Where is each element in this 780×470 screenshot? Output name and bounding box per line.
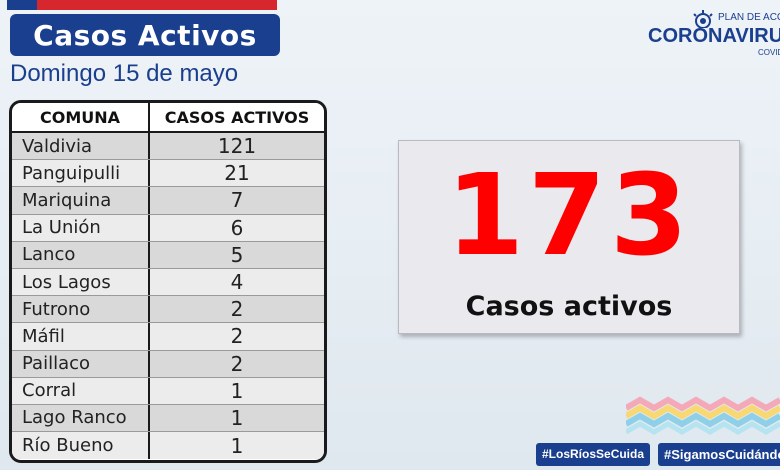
table-row: Valdivia 121 <box>12 133 324 161</box>
casos-cell: 7 <box>230 188 244 213</box>
hashtag-sigamos: #SigamosCuidándonos <box>658 443 780 466</box>
header-comuna: COMUNA <box>12 103 150 131</box>
date-subtitle: Domingo 15 de mayo <box>10 60 239 87</box>
comuna-cell: Corral <box>12 377 150 404</box>
casos-cell: 4 <box>230 270 244 295</box>
flag-stripe-blue <box>7 0 37 10</box>
table-row: Máfil 2 <box>12 323 324 351</box>
coronavirus-plan-logo: PLAN DE ACCIÓN CORONAVIRUS COVID <box>640 8 780 58</box>
casos-cell: 21 <box>224 161 250 186</box>
comuna-cell: Paillaco <box>12 350 150 377</box>
comuna-cell: Panguipulli <box>12 160 150 187</box>
casos-cell: 1 <box>230 433 244 458</box>
header-casos: CASOS ACTIVOS <box>164 107 310 127</box>
total-cases-number: 173 <box>446 151 692 281</box>
comuna-cell: Valdivia <box>12 133 150 160</box>
casos-cell: 2 <box>230 297 244 322</box>
flag-stripe-red <box>37 0 277 10</box>
comuna-cell: Mariquina <box>12 187 150 214</box>
decorative-waves <box>626 396 780 435</box>
total-cases-label: Casos activos <box>465 291 673 322</box>
table-row: Panguipulli 21 <box>12 160 324 188</box>
hashtag-row: #LosRíosSeCuida #SigamosCuidándonos <box>536 443 780 466</box>
table-row: Futrono 2 <box>12 296 324 324</box>
logo-brand-text: CORONAVIRUS <box>648 25 780 47</box>
logo-plan-text: PLAN DE ACCIÓN <box>718 12 780 23</box>
table-header: COMUNA CASOS ACTIVOS <box>12 103 324 133</box>
table-row: Mariquina 7 <box>12 187 324 215</box>
casos-cell: 2 <box>230 351 244 376</box>
comuna-cell: Futrono <box>12 296 150 323</box>
hashtag-los-rios: #LosRíosSeCuida <box>536 443 651 466</box>
comuna-cell: La Unión <box>12 214 150 241</box>
casos-cell: 1 <box>230 378 244 403</box>
casos-cell: 5 <box>230 242 244 267</box>
page-title: Casos Activos <box>33 18 257 52</box>
table-row: Lanco 5 <box>12 241 324 269</box>
table-row: Río Bueno 1 <box>12 432 324 460</box>
comuna-cell: Los Lagos <box>12 268 150 296</box>
table-row: Los Lagos 4 <box>12 268 324 297</box>
comuna-cell: Río Bueno <box>12 432 150 460</box>
casos-cell: 6 <box>230 215 244 240</box>
table-row: Corral 1 <box>12 377 324 405</box>
casos-cell: 1 <box>230 405 244 430</box>
comuna-cell: Lago Ranco <box>12 404 150 432</box>
cases-table: COMUNA CASOS ACTIVOS Valdivia 121 Panguip… <box>9 100 327 463</box>
total-cases-card: 173 Casos activos <box>398 140 740 334</box>
flag-stripe <box>7 0 277 10</box>
casos-cell: 2 <box>230 324 244 349</box>
table-row: Paillaco 2 <box>12 350 324 378</box>
comuna-cell: Máfil <box>12 323 150 350</box>
virus-icon <box>693 10 713 28</box>
table-body: Valdivia 121 Panguipulli 21 Mariquina 7 La … <box>12 133 324 460</box>
table-row: Lago Ranco 1 <box>12 404 324 433</box>
title-banner: Casos Activos <box>10 14 280 56</box>
comuna-cell: Lanco <box>12 241 150 268</box>
table-row: La Unión 6 <box>12 214 324 242</box>
casos-cell: 121 <box>217 134 257 159</box>
logo-sub-text: COVID <box>758 48 780 57</box>
